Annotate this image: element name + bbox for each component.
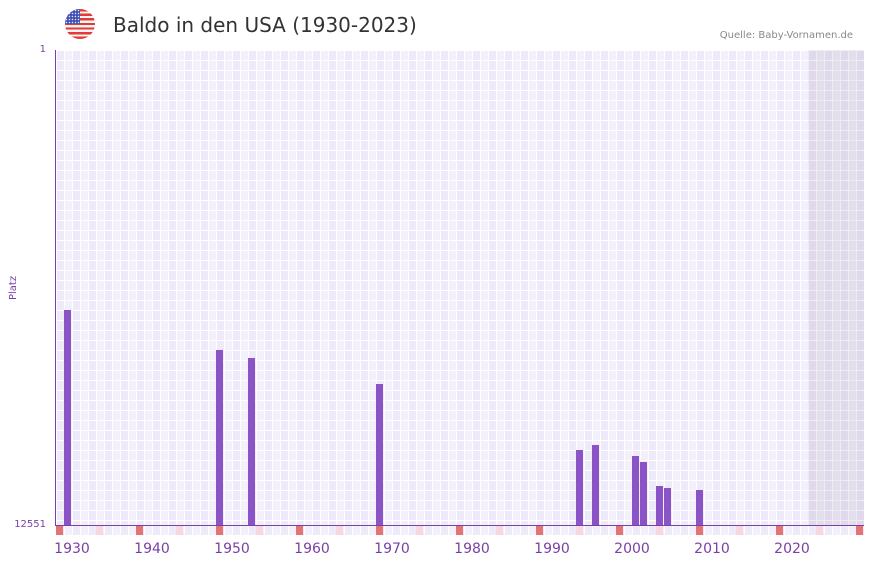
half-decade-marker-2025: [816, 526, 823, 535]
decade-marker-1950: [216, 526, 223, 535]
x-tick-1960: 1960: [294, 541, 330, 557]
bar-1950[interactable]: [216, 350, 223, 525]
bar-1997[interactable]: [592, 445, 599, 525]
decade-marker-2000: [616, 526, 623, 535]
year-marker-row: [56, 526, 864, 535]
decade-marker-2020: [776, 526, 783, 535]
decade-marker-2030: [856, 526, 863, 535]
x-tick-1990: 1990: [534, 541, 570, 557]
plot-area: [56, 50, 864, 525]
source-label: Quelle: Baby-Vornamen.de: [719, 30, 853, 41]
decade-marker-1930: [56, 526, 63, 535]
bar-2005[interactable]: [656, 486, 663, 525]
x-tick-2010: 2010: [694, 541, 730, 557]
bar-2006[interactable]: [664, 487, 671, 525]
bar-1970[interactable]: [376, 383, 383, 525]
half-decade-marker-1945: [176, 526, 183, 535]
x-tick-1940: 1940: [134, 541, 170, 557]
decade-marker-1990: [536, 526, 543, 535]
y-axis-label: Platz: [8, 275, 19, 300]
decade-marker-1940: [136, 526, 143, 535]
decade-marker-1960: [296, 526, 303, 535]
half-decade-marker-2005: [656, 526, 663, 535]
y-axis: [55, 50, 56, 526]
x-tick-2000: 2000: [614, 541, 650, 557]
future-shading: [808, 50, 864, 525]
bar-2003[interactable]: [640, 462, 647, 525]
y-tick-bottom: 12551: [14, 519, 46, 530]
half-decade-marker-1935: [96, 526, 103, 535]
bar-1954[interactable]: [248, 357, 255, 525]
x-tick-1950: 1950: [214, 541, 250, 557]
bar-1931[interactable]: [64, 309, 71, 525]
x-axis: [55, 525, 864, 526]
x-tick-2020: 2020: [774, 541, 810, 557]
y-tick-top: 1: [39, 44, 46, 55]
decade-marker-1980: [456, 526, 463, 535]
x-tick-1970: 1970: [374, 541, 410, 557]
decade-marker-2010: [696, 526, 703, 535]
chart-title: Baldo in den USA (1930-2023): [113, 13, 417, 37]
half-decade-marker-1965: [336, 526, 343, 535]
half-decade-marker-1975: [416, 526, 423, 535]
half-decade-marker-1985: [496, 526, 503, 535]
decade-marker-1970: [376, 526, 383, 535]
grid: [56, 50, 864, 525]
x-tick-1980: 1980: [454, 541, 490, 557]
half-decade-marker-1995: [576, 526, 583, 535]
us-flag-icon: [65, 9, 95, 39]
bar-1995[interactable]: [576, 449, 583, 525]
bar-2002[interactable]: [632, 456, 639, 525]
bar-2010[interactable]: [696, 490, 703, 525]
x-tick-1930: 1930: [54, 541, 90, 557]
half-decade-marker-2015: [736, 526, 743, 535]
half-decade-marker-1955: [256, 526, 263, 535]
